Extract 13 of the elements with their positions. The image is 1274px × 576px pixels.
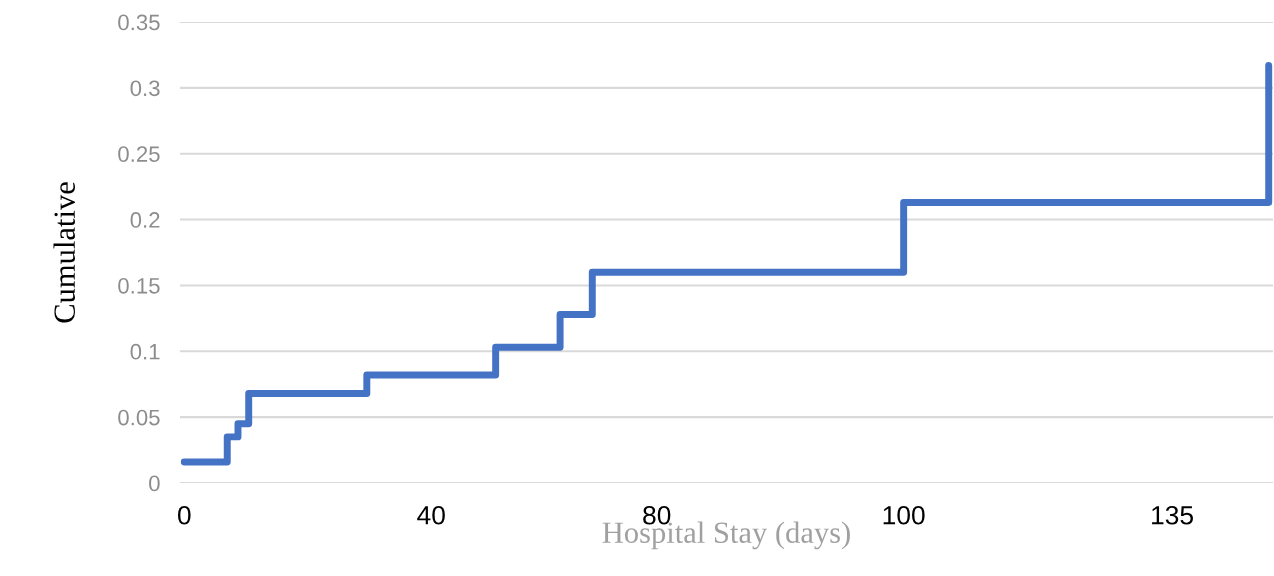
y-tick-label: 0.05 bbox=[118, 409, 160, 426]
y-tick-label: 0 bbox=[149, 475, 160, 492]
x-tick-label: 100 bbox=[883, 505, 925, 525]
x-tick-label: 135 bbox=[1152, 505, 1193, 525]
y-tick-label: 0.35 bbox=[118, 14, 160, 31]
y-tick-label: 0.25 bbox=[118, 146, 160, 162]
y-tick-label: 0.1 bbox=[130, 343, 160, 360]
y-axis-title: Cumulative bbox=[53, 182, 75, 323]
y-tick-label: 0.2 bbox=[130, 212, 160, 228]
x-tick-label: 40 bbox=[417, 505, 445, 525]
x-tick-label: 0 bbox=[177, 505, 191, 525]
y-tick-label: 0.15 bbox=[118, 277, 160, 294]
y-tick-label: 0.3 bbox=[130, 80, 160, 97]
